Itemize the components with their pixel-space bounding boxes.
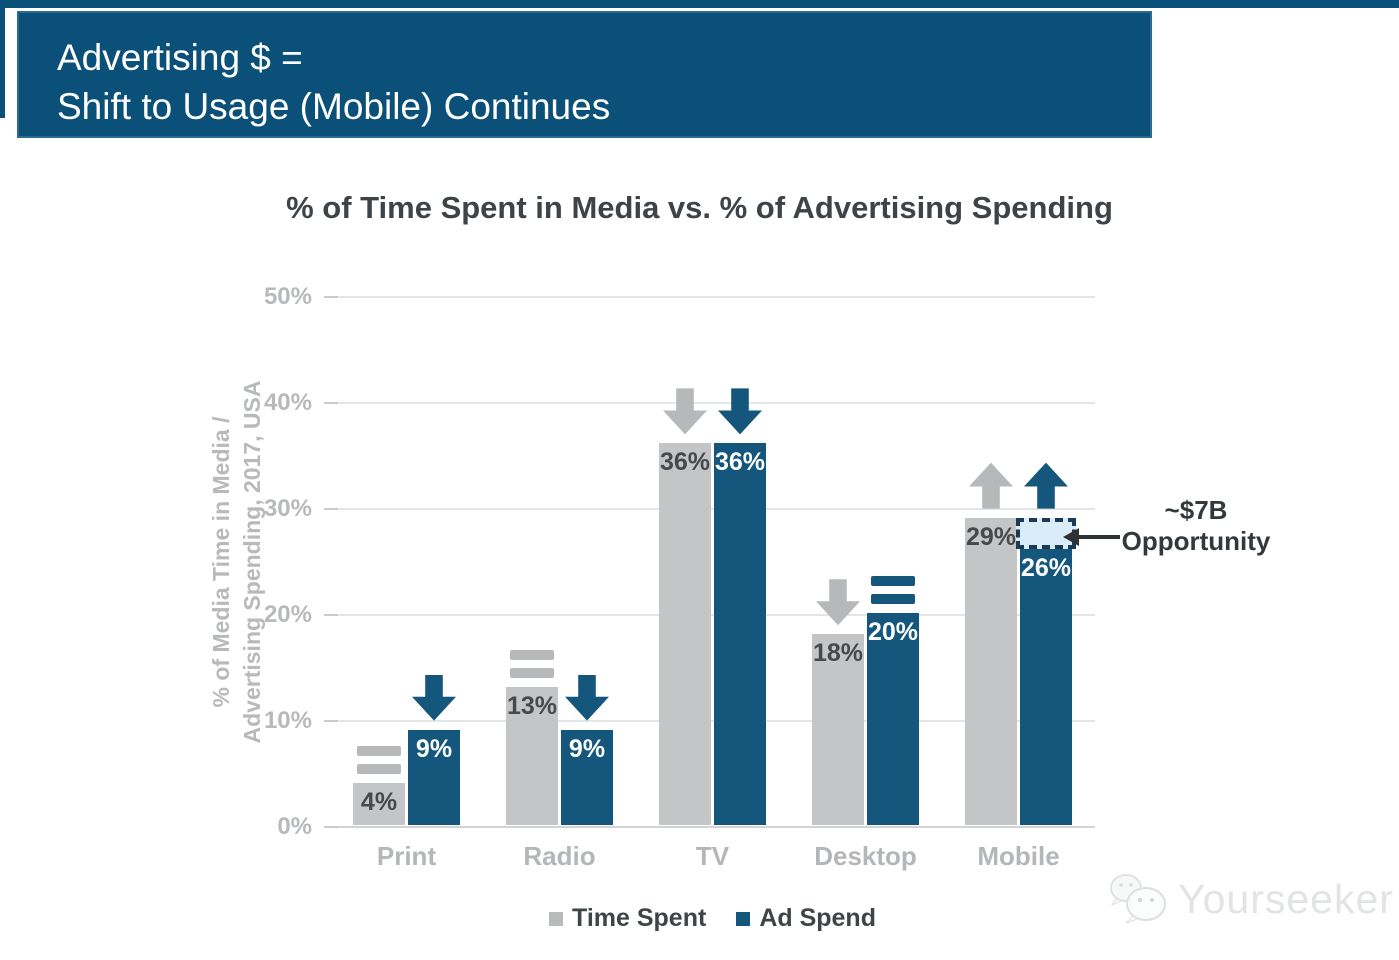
y-tick-label: 30%	[263, 495, 312, 522]
arrow-up-icon	[969, 462, 1013, 509]
annotation-arrow-head-icon	[1063, 528, 1079, 546]
left-border-strip	[0, 0, 5, 118]
y-tick-mark	[324, 296, 338, 298]
bar-groups: 4% 9% 13% 9% 36% 36% 18% 20% 29% 26%	[330, 297, 1095, 825]
gridline-10%	[330, 720, 1095, 722]
bar-radio-ad-spend: 9%	[561, 729, 613, 825]
x-category-label-print: Print	[376, 841, 437, 871]
annotation-caption: Opportunity	[1121, 526, 1271, 556]
arrow-up-icon	[1024, 462, 1068, 509]
chat-bubbles-icon	[1110, 874, 1166, 924]
chart-title: % of Time Spent in Media vs. % of Advert…	[286, 190, 1113, 225]
bar-group-mobile: 29% 26%	[942, 462, 1095, 825]
bar-print-ad-spend: 9%	[408, 729, 460, 825]
arrow-down-icon	[565, 674, 609, 721]
y-tick-mark	[324, 402, 338, 404]
bar-desktop-time-spent: 18%	[812, 634, 864, 825]
column-print-time-spent: 4%	[353, 745, 405, 825]
y-tick-mark	[324, 826, 338, 828]
arrow-down-icon	[816, 579, 860, 626]
bar-radio-time-spent: 13%	[506, 687, 558, 825]
equals-icon	[510, 650, 554, 679]
column-mobile-time-spent: 29%	[965, 462, 1017, 825]
column-radio-time-spent: 13%	[506, 650, 558, 825]
arrow-down-icon	[718, 388, 762, 435]
column-print-ad-spend: 9%	[408, 674, 460, 825]
plot-area: 0% 10% 20% 30% 40% 50% 4% 9% 13% 9% 36% 36% 18% 20% 29…	[264, 283, 1095, 840]
header-banner: Advertising $ = Shift to Usage (Mobile) …	[17, 11, 1152, 138]
gridline-30%	[330, 508, 1095, 510]
y-tick-label: 10%	[263, 707, 312, 734]
gridline-0%	[330, 826, 1095, 828]
top-border-strip	[0, 0, 1399, 8]
bar-print-time-spent: 4%	[353, 782, 405, 825]
gridline-40%	[330, 402, 1095, 404]
legend-item-time-spent: Time Spent	[549, 904, 706, 933]
arrow-down-icon	[663, 388, 707, 435]
x-category-label-tv: TV	[695, 841, 730, 871]
bar-tv-ad-spend: 36%	[714, 443, 766, 825]
bar-value-label: 9%	[415, 734, 453, 763]
bar-value-label: 20%	[867, 618, 919, 646]
y-tick-label: 50%	[263, 283, 312, 310]
y-tick-label: 20%	[263, 601, 312, 628]
banner-title-line1: Advertising $ =	[57, 37, 303, 78]
watermark-label: Yourseeker	[1178, 875, 1394, 922]
opportunity-annotation-text: ~$7B Opportunity	[1113, 495, 1279, 557]
column-tv-time-spent: 36%	[659, 388, 711, 825]
y-tick-label: 40%	[263, 389, 312, 416]
y-tick-mark	[324, 720, 338, 722]
equals-icon	[357, 745, 401, 774]
bar-group-tv: 36% 36%	[636, 388, 789, 825]
bar-group-radio: 13% 9%	[483, 650, 636, 825]
x-category-label-mobile: Mobile	[977, 841, 1060, 871]
y-axis-label-line1: % of Media Time in Media /	[208, 416, 234, 708]
bar-group-desktop: 18% 20%	[789, 576, 942, 825]
annotation-value: ~$7B	[1164, 495, 1228, 525]
y-tick-label: 0%	[277, 813, 312, 840]
column-mobile-ad-spend: 26%	[1016, 462, 1076, 825]
bar-mobile-ad-spend: 26%	[1016, 517, 1076, 825]
y-axis-label-line2: Advertising Spending, 2017, USA	[239, 380, 265, 744]
banner-title-line2: Shift to Usage (Mobile) Continues	[57, 86, 611, 127]
x-axis-labels: Print Radio TV Desktop Mobile	[330, 841, 1095, 872]
bar-value-label: 9%	[568, 734, 606, 763]
bar-value-label: 36%	[714, 448, 766, 477]
y-axis-label: % of Media Time in Media / Advertising S…	[206, 242, 268, 882]
bar-value-label: 36%	[659, 448, 711, 477]
arrow-down-icon	[412, 674, 456, 721]
y-tick-mark	[324, 508, 338, 510]
annotation-arrow-shaft	[1078, 535, 1120, 539]
legend-swatch-icon	[549, 911, 564, 926]
watermark: Yourseeker	[1108, 872, 1394, 926]
bar-value-label: 13%	[506, 692, 558, 721]
y-tick-mark	[324, 614, 338, 616]
bar-desktop-ad-spend: 20%	[867, 613, 919, 825]
column-desktop-time-spent: 18%	[812, 579, 864, 825]
bar-group-print: 4% 9%	[330, 674, 483, 825]
column-desktop-ad-spend: 20%	[867, 576, 919, 825]
gridline-50%	[330, 296, 1095, 298]
column-radio-ad-spend: 9%	[561, 674, 613, 825]
column-tv-ad-spend: 36%	[714, 388, 766, 825]
bar-value-label: 18%	[812, 639, 864, 668]
bar-mobile-time-spent: 29%	[965, 517, 1017, 825]
bar-value-label: 26%	[1020, 554, 1072, 583]
gridline-20%	[330, 614, 1095, 616]
x-category-label-desktop: Desktop	[814, 841, 917, 871]
legend: Time Spent Ad Spend	[330, 904, 1095, 933]
legend-label: Time Spent	[572, 904, 707, 932]
bar-value-label: 29%	[965, 522, 1017, 551]
equals-icon	[871, 576, 915, 604]
x-category-label-radio: Radio	[523, 841, 596, 871]
legend-label: Ad Spend	[759, 904, 876, 932]
bar-tv-time-spent: 36%	[659, 443, 711, 825]
legend-item-ad-spend: Ad Spend	[736, 904, 876, 933]
bar-value-label: 4%	[360, 787, 398, 816]
legend-swatch-icon	[736, 911, 751, 926]
